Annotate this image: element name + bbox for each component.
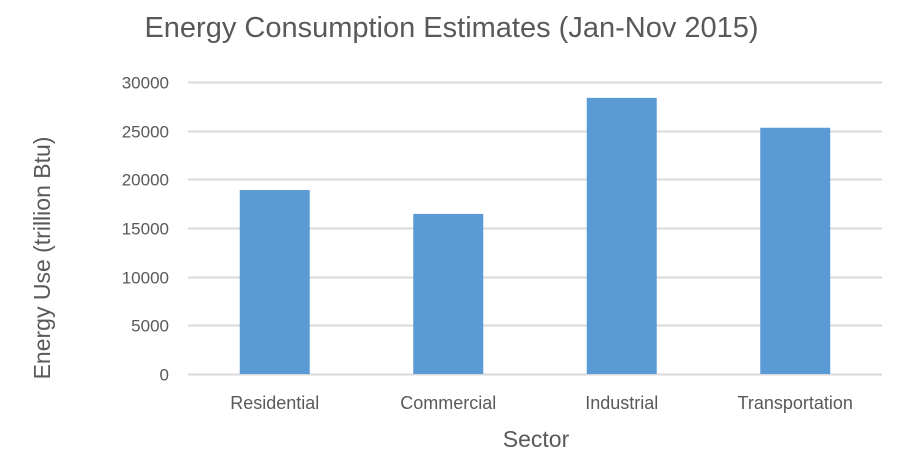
y-tick-label: 10000 bbox=[122, 269, 169, 288]
y-tick-label: 5000 bbox=[131, 317, 169, 336]
x-axis-ticks: Residential Commercial Industrial Transport… bbox=[230, 393, 853, 413]
x-tick-label: Transportation bbox=[738, 393, 853, 413]
y-tick-label: 30000 bbox=[122, 74, 169, 93]
bar-residential bbox=[239, 190, 310, 374]
y-tick-label: 20000 bbox=[122, 171, 169, 190]
y-axis-ticks: 0 5000 10000 15000 20000 25000 30000 bbox=[122, 74, 169, 385]
bars bbox=[239, 97, 831, 375]
x-tick-label: Industrial bbox=[585, 393, 658, 413]
bar-commercial bbox=[413, 213, 484, 374]
y-tick-label: 15000 bbox=[122, 220, 169, 239]
y-tick-label: 25000 bbox=[122, 123, 169, 142]
chart-title-text: Energy Consumption Estimates (Jan-Nov 20… bbox=[144, 12, 759, 44]
chart-title: Energy Consumption Estimates (Jan-Nov 20… bbox=[0, 12, 903, 45]
x-tick-label: Commercial bbox=[400, 393, 496, 413]
y-axis-title: Energy Use (trillion Btu) bbox=[29, 137, 55, 380]
bar-transportation bbox=[760, 127, 831, 374]
bar-industrial bbox=[586, 97, 657, 375]
y-tick-label: 0 bbox=[160, 366, 169, 385]
x-tick-label: Residential bbox=[230, 393, 319, 413]
x-axis-title: Sector bbox=[503, 426, 570, 452]
